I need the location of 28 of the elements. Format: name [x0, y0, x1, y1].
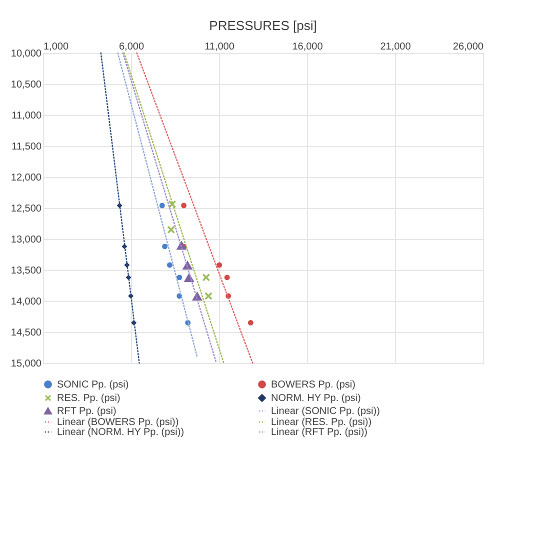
y-tick-label: 14,000 [10, 296, 42, 308]
y-tick-label: 10,500 [10, 80, 42, 90]
legend-label: RFT Pp. (psi) [57, 406, 116, 417]
chart-title: PRESSURES [psi] [209, 18, 317, 33]
legend-label: SONIC Pp. (psi) [57, 379, 129, 390]
legend-label: Linear (RES. Pp. (psi)) [271, 417, 372, 428]
y-tick-label: 13,000 [10, 234, 42, 246]
y-tick-label: 12,000 [10, 172, 42, 184]
legend-label: NORM. HY Pp. (psi) [271, 393, 361, 404]
y-tick-label: 13,500 [10, 266, 42, 276]
y-tick-label: 14,500 [10, 328, 42, 338]
x-tick-label: 1,000 [44, 42, 69, 52]
y-tick-label: 11,500 [12, 142, 42, 152]
y-tick-label: 11,000 [12, 110, 42, 122]
x-tick-label: 21,000 [380, 42, 412, 52]
legend-label: BOWERS Pp. (psi) [271, 379, 356, 390]
legend-label: Linear (BOWERS Pp. (psi)) [57, 417, 179, 428]
x-tick-label: 6,000 [118, 42, 144, 52]
legend-label: Linear (RFT Pp. (psi)) [271, 427, 368, 438]
legend-label: Linear (SONIC Pp. (psi)) [271, 406, 380, 417]
x-tick-label: 16,000 [292, 42, 324, 52]
legend-label: RES. Pp. (psi) [57, 393, 120, 404]
x-tick-label: 26,000 [452, 42, 484, 52]
y-tick-label: 15,000 [10, 358, 42, 370]
y-tick-label: 12,500 [10, 204, 42, 214]
legend-label: Linear (NORM. HY Pp. (psi)) [57, 427, 184, 438]
y-tick-label: 10,000 [10, 48, 42, 60]
x-tick-label: 11,000 [204, 42, 235, 52]
